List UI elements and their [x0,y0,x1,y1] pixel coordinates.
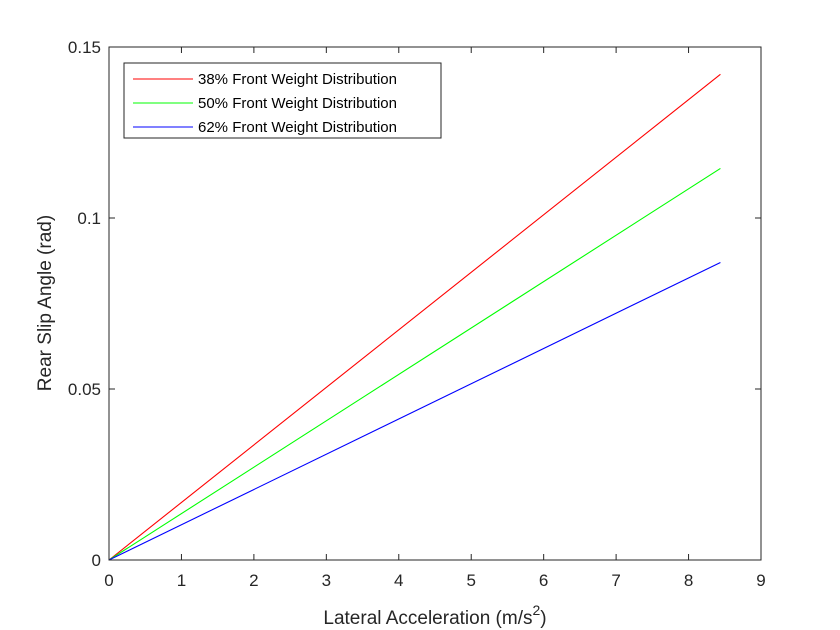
series-layer [108,73,721,561]
legend-label: 62% Front Weight Distribution [198,119,397,136]
series-line [108,73,721,561]
y-tick-label: 0 [92,551,101,570]
x-tick-label: 8 [684,571,693,590]
y-axis-label: Rear Slip Angle (rad) [35,215,56,391]
x-tick-labels: 0 1 2 3 4 5 6 7 8 9 [104,571,765,590]
y-tick-label: 0.15 [68,38,101,57]
axes-box [108,46,762,561]
series-line [108,261,721,561]
series-line [108,167,721,561]
x-tick-label: 5 [466,571,475,590]
x-tick-label: 4 [394,571,403,590]
x-axis-label: Lateral Acceleration (m/s2) [323,602,546,629]
x-tick-label: 3 [322,571,331,590]
legend-entries: 38% Front Weight Distribution 50% Front W… [133,71,397,136]
y-tick-label: 0.05 [68,380,101,399]
legend: 38% Front Weight Distribution 50% Front W… [123,62,442,139]
x-tick-label: 1 [177,571,186,590]
x-tick-label: 0 [104,571,113,590]
legend-label: 50% Front Weight Distribution [198,95,397,112]
x-tick-label: 6 [539,571,548,590]
y-tick-labels: 0 0.05 0.1 0.15 [68,38,101,570]
x-axis-label-suffix: ) [540,608,546,629]
x-tick-label: 9 [756,571,765,590]
legend-box [123,62,442,139]
x-tick-label: 2 [249,571,258,590]
x-axis-label-superscript: 2 [532,602,540,618]
x-axis-label-text: Lateral Acceleration (m/s [323,608,532,629]
x-tick-label: 7 [611,571,620,590]
y-tick-label: 0.1 [77,209,101,228]
legend-label: 38% Front Weight Distribution [198,71,397,88]
